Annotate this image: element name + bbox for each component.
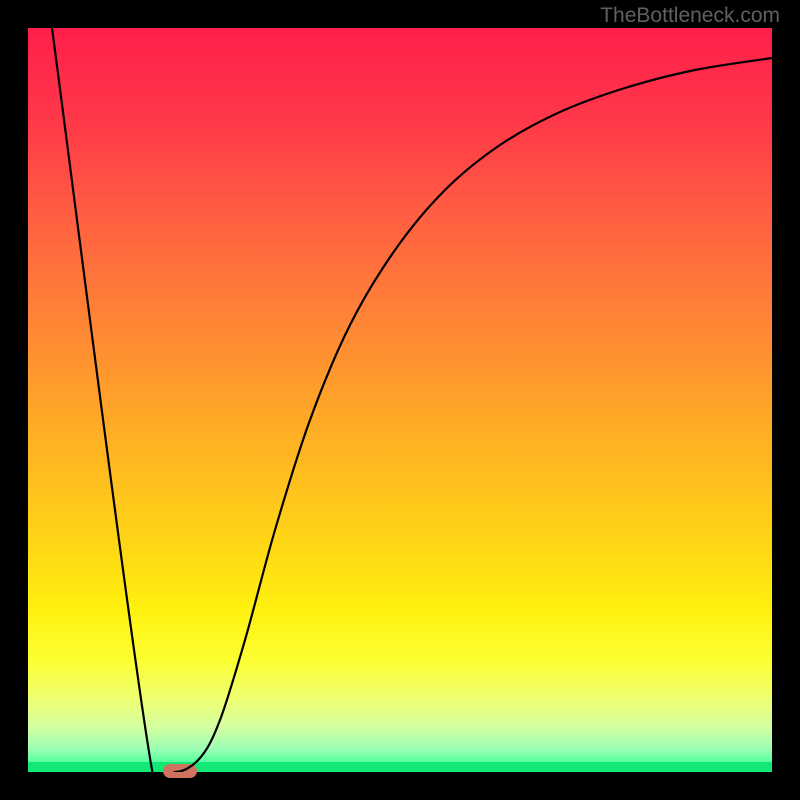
green-band [28,762,772,772]
chart-frame [0,0,800,800]
watermark-text: TheBottleneck.com [600,4,780,28]
plot-background [28,28,772,772]
chart-svg [0,0,800,800]
